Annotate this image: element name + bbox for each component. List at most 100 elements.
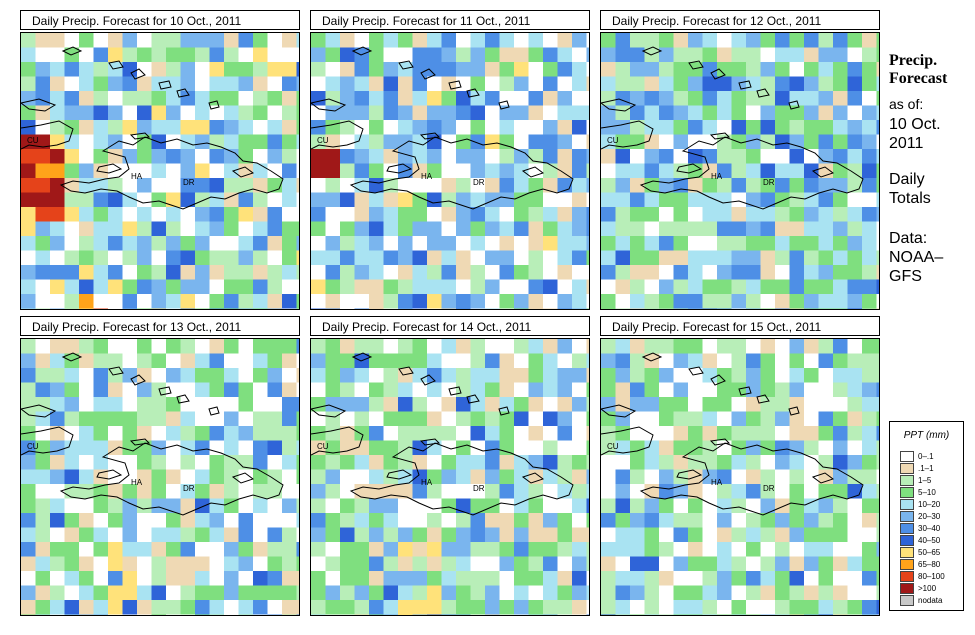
grid-cell [557, 120, 573, 136]
grid-cell [253, 527, 269, 543]
grid-cell [79, 308, 95, 309]
grid-cell [673, 382, 689, 398]
grid-cell [64, 600, 80, 615]
grid-cell [108, 207, 124, 223]
grid-cell [427, 513, 443, 529]
grid-cell [122, 585, 138, 601]
grid-cell [296, 279, 299, 295]
coastline [311, 404, 347, 418]
grid-cell [354, 469, 370, 485]
legend-label: 5–10 [918, 488, 936, 497]
grid-cell [50, 163, 66, 179]
grid-cell [775, 382, 791, 398]
grid-cell [412, 47, 428, 63]
panel-title: Daily Precip. Forecast for 15 Oct., 2011 [600, 316, 880, 336]
grid-cell [572, 556, 588, 572]
grid-cell [412, 62, 428, 78]
grid-cell [644, 33, 660, 49]
grid-cell [108, 426, 124, 442]
grid-cell [470, 585, 486, 601]
grid-cell [412, 513, 428, 529]
grid-cell [789, 62, 805, 78]
grid-cell [557, 163, 573, 179]
grid-cell [224, 91, 240, 107]
grid-cell [862, 382, 878, 398]
grid-cell [151, 236, 167, 252]
grid-cell [862, 600, 878, 615]
grid-cell [340, 498, 356, 514]
grid-cell [775, 455, 791, 471]
grid-cell [775, 469, 791, 485]
grid-cell [195, 163, 211, 179]
grid-cell [412, 426, 428, 442]
grid-cell [775, 250, 791, 266]
legend-label: 40–50 [918, 536, 941, 545]
grid-cell [615, 382, 631, 398]
grid-cell [673, 556, 689, 572]
grid-cell [195, 134, 211, 150]
grid-cell [673, 513, 689, 529]
grid-cell [659, 120, 675, 136]
grid-cell [383, 207, 399, 223]
grid-cell [441, 308, 457, 309]
grid-cell [354, 76, 370, 92]
grid-cell [296, 47, 299, 63]
grid-cell [21, 426, 37, 442]
grid-cell [253, 134, 269, 150]
grid-cell [166, 62, 182, 78]
grid-cell [282, 76, 298, 92]
grid-cell [195, 397, 211, 413]
grid-cell [180, 178, 196, 194]
grid-cell [760, 250, 776, 266]
grid-cell [282, 614, 298, 615]
grid-cell [79, 513, 95, 529]
grid-cell [427, 192, 443, 208]
grid-cell [572, 339, 588, 355]
grid-cell [876, 76, 879, 92]
grid-cell [325, 397, 341, 413]
grid-cell [398, 513, 414, 529]
grid-cell [209, 542, 225, 558]
grid-cell [760, 353, 776, 369]
grid-cell [688, 207, 704, 223]
grid-cell [833, 47, 849, 63]
grid-cell [818, 192, 834, 208]
grid-cell [659, 353, 675, 369]
grid-cell [441, 221, 457, 237]
grid-cell [151, 279, 167, 295]
grid-cell [93, 556, 109, 572]
grid-cell [21, 397, 37, 413]
grid-cell [731, 91, 747, 107]
grid-cell [441, 614, 457, 615]
grid-cell [717, 91, 733, 107]
grid-cell [818, 76, 834, 92]
grid-cell [340, 571, 356, 587]
grid-cell [108, 105, 124, 121]
grid-cell [151, 207, 167, 223]
grid-cell [833, 339, 849, 355]
grid-cell [775, 33, 791, 49]
grid-cell [557, 207, 573, 223]
grid-cell [601, 556, 617, 572]
grid-cell [267, 397, 283, 413]
grid-cell [64, 556, 80, 572]
grid-cell [485, 542, 501, 558]
grid-cell [557, 556, 573, 572]
grid-cell [572, 411, 588, 427]
grid-cell [383, 600, 399, 615]
grid-cell [35, 498, 51, 514]
grid-cell [325, 207, 341, 223]
grid-cell [50, 600, 66, 615]
grid-cell [398, 33, 414, 49]
grid-cell [557, 91, 573, 107]
grid-cell [253, 368, 269, 384]
grid-cell [731, 353, 747, 369]
grid-cell [383, 411, 399, 427]
grid-cell [833, 279, 849, 295]
grid-cell [673, 120, 689, 136]
grid-cell [427, 455, 443, 471]
grid-cell [93, 411, 109, 427]
grid-cell [572, 207, 588, 223]
grid-cell [543, 33, 559, 49]
grid-cell [354, 236, 370, 252]
